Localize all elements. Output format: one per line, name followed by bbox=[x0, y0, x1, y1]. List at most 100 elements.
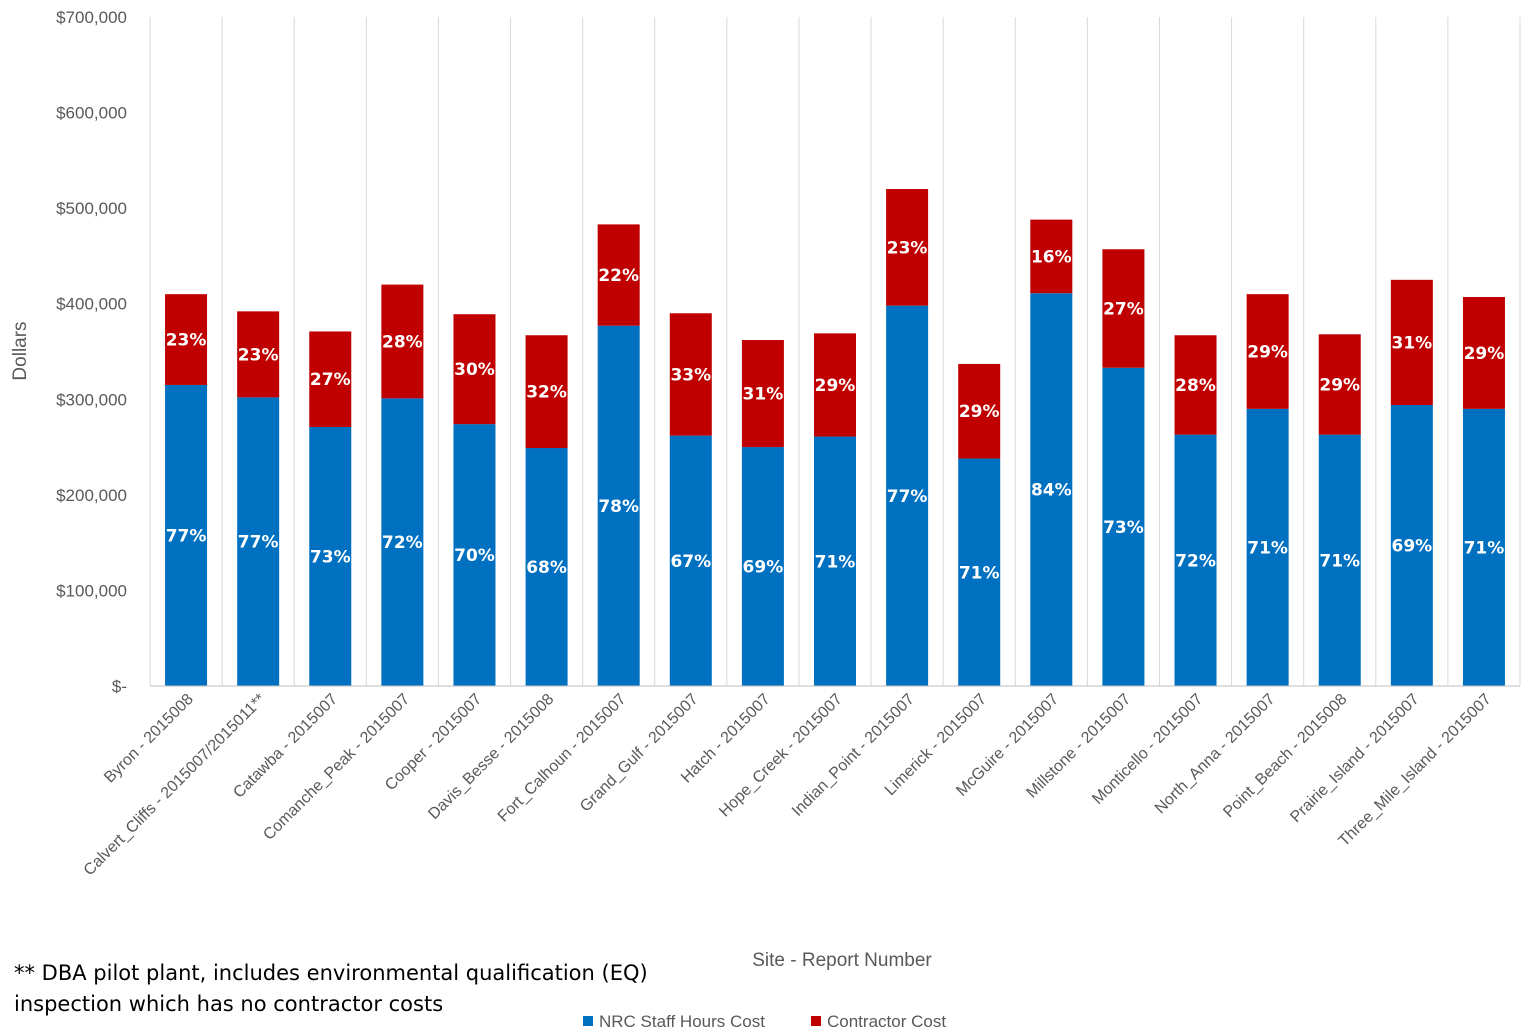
data-label: 33% bbox=[670, 365, 711, 385]
y-tick-label: $500,000 bbox=[56, 199, 127, 218]
data-label: 71% bbox=[1319, 551, 1360, 571]
bar-segment-nrc-staff bbox=[1174, 434, 1217, 686]
bar-segment-nrc-staff bbox=[381, 398, 424, 686]
data-label: 32% bbox=[526, 383, 567, 403]
bar-segment-contractor bbox=[1246, 294, 1289, 409]
footnote-line-1: ** DBA pilot plant, includes environment… bbox=[14, 961, 648, 985]
bar-segment-nrc-staff bbox=[1102, 367, 1145, 686]
bar-segment-nrc-staff bbox=[453, 424, 496, 686]
y-tick-label: $600,000 bbox=[56, 104, 127, 123]
data-label: 29% bbox=[959, 402, 1000, 422]
data-label: 69% bbox=[743, 558, 784, 578]
data-label: 27% bbox=[310, 370, 351, 390]
bar-segment-contractor bbox=[309, 331, 352, 428]
data-label: 29% bbox=[1464, 344, 1505, 364]
data-label: 68% bbox=[526, 558, 567, 578]
y-tick-label: $300,000 bbox=[56, 390, 127, 409]
data-label: 22% bbox=[598, 266, 639, 286]
bar-segment-contractor bbox=[814, 333, 856, 437]
data-label: 71% bbox=[1247, 538, 1288, 558]
data-label: 31% bbox=[743, 385, 784, 405]
x-tick-label: Hope_Creek - 2015007 bbox=[716, 691, 846, 821]
data-label: 23% bbox=[166, 331, 207, 351]
bar-segment-nrc-staff bbox=[1390, 405, 1433, 686]
bar-segment-contractor bbox=[958, 363, 1001, 459]
bar-segment-contractor bbox=[669, 313, 712, 436]
bar-segment-nrc-staff bbox=[597, 325, 640, 686]
x-tick-label: Fort_Calhoun - 2015007 bbox=[495, 691, 630, 826]
bar-segment-nrc-staff bbox=[1246, 408, 1289, 686]
data-label: 23% bbox=[887, 238, 928, 258]
bar-segment-nrc-staff bbox=[741, 447, 784, 686]
bar-segment-nrc-staff bbox=[1030, 293, 1073, 686]
data-label: 72% bbox=[382, 533, 423, 553]
data-label: 30% bbox=[454, 360, 495, 380]
y-tick-label: $100,000 bbox=[56, 581, 127, 600]
y-axis-title: Dollars bbox=[10, 321, 31, 380]
bar-segment-nrc-staff bbox=[1462, 408, 1505, 686]
x-tick-label: Prairie_Island - 2015007 bbox=[1287, 691, 1422, 826]
bar-segment-contractor bbox=[597, 224, 640, 326]
bar-segment-contractor bbox=[886, 189, 929, 306]
data-label: 23% bbox=[238, 345, 279, 365]
x-tick-label: Davis_Besse - 2015008 bbox=[425, 691, 557, 823]
data-label: 70% bbox=[454, 546, 495, 566]
bar-segment-nrc-staff bbox=[814, 436, 856, 686]
x-axis-title: Site - Report Number bbox=[752, 950, 932, 971]
data-label: 77% bbox=[887, 487, 928, 507]
data-label: 73% bbox=[310, 548, 351, 568]
x-tick-label: Grand_Gulf - 2015007 bbox=[577, 691, 702, 816]
bar-segment-contractor bbox=[1174, 335, 1217, 435]
footnote: ** DBA pilot plant, includes environment… bbox=[14, 958, 714, 1020]
legend-label: Contractor Cost bbox=[827, 1012, 946, 1031]
data-label: 29% bbox=[1247, 343, 1288, 363]
y-tick-label: $400,000 bbox=[56, 295, 127, 314]
data-label: 31% bbox=[1391, 333, 1432, 353]
data-label: 28% bbox=[382, 332, 423, 352]
y-tick-label: $700,000 bbox=[56, 8, 127, 27]
footnote-line-2: inspection which has no contractor costs bbox=[14, 992, 444, 1016]
x-tick-label: Comanche_Peak - 2015007 bbox=[260, 691, 413, 844]
x-tick-label: North_Anna - 2015007 bbox=[1152, 691, 1279, 818]
x-tick-label: Indian_Point - 2015007 bbox=[789, 691, 918, 820]
bar-segment-contractor bbox=[1462, 297, 1505, 409]
bar-segment-nrc-staff bbox=[165, 384, 208, 686]
data-label: 77% bbox=[238, 533, 279, 553]
bars: 77% 23% 77% 23% 73% 27% 72% 28% 70% 30% 68% 32% 78% 2… bbox=[165, 189, 1505, 686]
bar-segment-contractor bbox=[1318, 334, 1361, 435]
legend-label: NRC Staff Hours Cost bbox=[599, 1012, 765, 1031]
bar-segment-contractor bbox=[525, 335, 568, 449]
data-label: 71% bbox=[815, 552, 856, 572]
bar-segment-nrc-staff bbox=[525, 448, 568, 686]
legend-swatch-contractor bbox=[811, 1016, 821, 1026]
data-label: 77% bbox=[166, 526, 207, 546]
legend-swatch-nrc-staff bbox=[583, 1016, 593, 1026]
y-axis-ticks: $- $100,000 $200,000 $300,000 $400,000 $500,0… bbox=[56, 8, 127, 696]
data-label: 28% bbox=[1175, 376, 1216, 396]
bar-segment-contractor bbox=[1030, 219, 1073, 294]
bar-segment-nrc-staff bbox=[237, 397, 280, 686]
data-label: 78% bbox=[598, 497, 639, 517]
bar-segment-nrc-staff bbox=[669, 435, 712, 686]
data-label: 73% bbox=[1103, 518, 1144, 538]
bar-segment-nrc-staff bbox=[1318, 434, 1361, 686]
legend: NRC Staff Hours Cost Contractor Cost bbox=[583, 1012, 946, 1031]
data-label: 71% bbox=[1464, 538, 1505, 558]
bar-segment-contractor bbox=[1102, 249, 1145, 368]
y-tick-label: $200,000 bbox=[56, 486, 127, 505]
data-label: 84% bbox=[1031, 481, 1072, 501]
bar-segment-contractor bbox=[453, 314, 496, 425]
data-label: 16% bbox=[1031, 247, 1072, 267]
x-tick-label: Three_Mile_Island - 2015007 bbox=[1336, 691, 1495, 850]
gridlines bbox=[149, 17, 1521, 686]
bar-segment-contractor bbox=[237, 311, 280, 398]
data-label: 67% bbox=[670, 552, 711, 572]
data-label: 29% bbox=[1319, 375, 1360, 395]
bar-segment-nrc-staff bbox=[886, 305, 929, 686]
x-tick-label: Point_Beach - 2015008 bbox=[1220, 691, 1350, 821]
data-label: 29% bbox=[815, 376, 856, 396]
data-label: 72% bbox=[1175, 551, 1216, 571]
bar-segment-contractor bbox=[165, 294, 208, 385]
data-label: 27% bbox=[1103, 299, 1144, 319]
